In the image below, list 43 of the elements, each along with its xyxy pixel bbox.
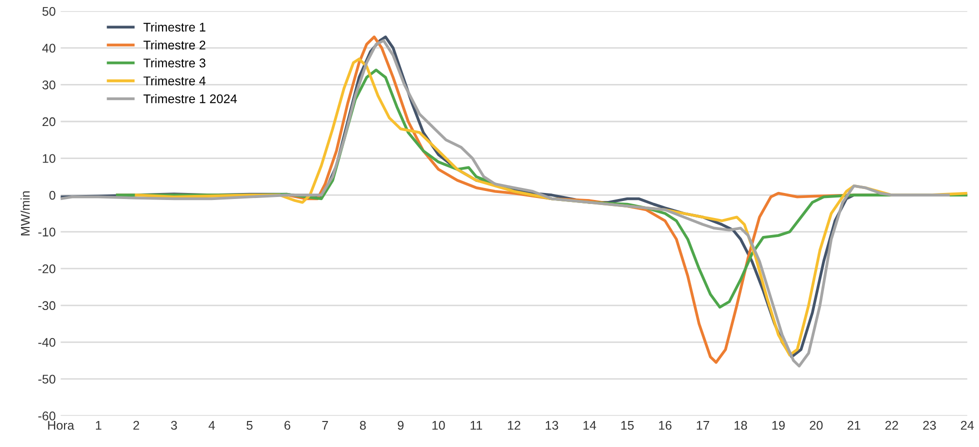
legend-label: Trimestre 2 (143, 40, 206, 50)
y-tick-label: 50 (42, 6, 56, 16)
legend-label: Trimestre 1 (143, 22, 206, 32)
x-tick-label: 3 (171, 420, 177, 430)
x-tick-label: 14 (584, 421, 596, 430)
x-tick-label: 7 (322, 421, 328, 430)
x-tick-label: 6 (284, 420, 290, 430)
y-tick-label: 40 (42, 44, 56, 53)
y-tick-label: 20 (42, 117, 56, 126)
x-tick-label: Hora (48, 421, 74, 430)
x-tick-label: 1 (96, 421, 102, 430)
x-tick-label: 20 (810, 420, 823, 430)
y-tick-label: -10 (38, 228, 56, 236)
x-tick-label: 10 (432, 420, 445, 430)
x-tick-label: 23 (923, 420, 936, 430)
x-tick-label: 19 (772, 420, 785, 430)
x-tick-label: 18 (734, 420, 748, 430)
x-tick-label: 15 (621, 421, 634, 430)
y-tick-label: -30 (38, 301, 56, 310)
x-tick-label: 5 (246, 421, 253, 430)
y-tick-label: -60 (38, 412, 56, 420)
x-tick-label: 22 (885, 420, 898, 430)
x-tick-label: 2 (133, 420, 140, 430)
y-tick-label: -50 (38, 374, 56, 384)
x-tick-label: 11 (470, 421, 482, 430)
y-tick-label: -20 (38, 264, 56, 274)
x-tick-label: 17 (696, 421, 710, 430)
y-tick-label: 30 (42, 80, 56, 90)
x-tick-label: 8 (360, 420, 366, 430)
x-tick-label: 16 (659, 420, 672, 430)
x-tick-label: 4 (208, 421, 215, 430)
x-tick-label: 24 (960, 420, 974, 430)
x-tick-label: 13 (546, 420, 558, 430)
y-tick-label: -40 (38, 338, 56, 347)
legend-label: Trimestre 3 (143, 58, 206, 68)
legend-label: Trimestre 1 2024 (143, 94, 237, 104)
y-tick-label: 0 (49, 190, 56, 200)
x-tick-label: 9 (398, 420, 404, 430)
y-tick-label: 10 (42, 154, 56, 163)
x-tick-label: 21 (848, 420, 860, 430)
x-tick-label: 12 (508, 420, 520, 430)
legend-label: Trimestre 4 (143, 76, 206, 86)
y-axis-title: MW/min (20, 191, 30, 236)
